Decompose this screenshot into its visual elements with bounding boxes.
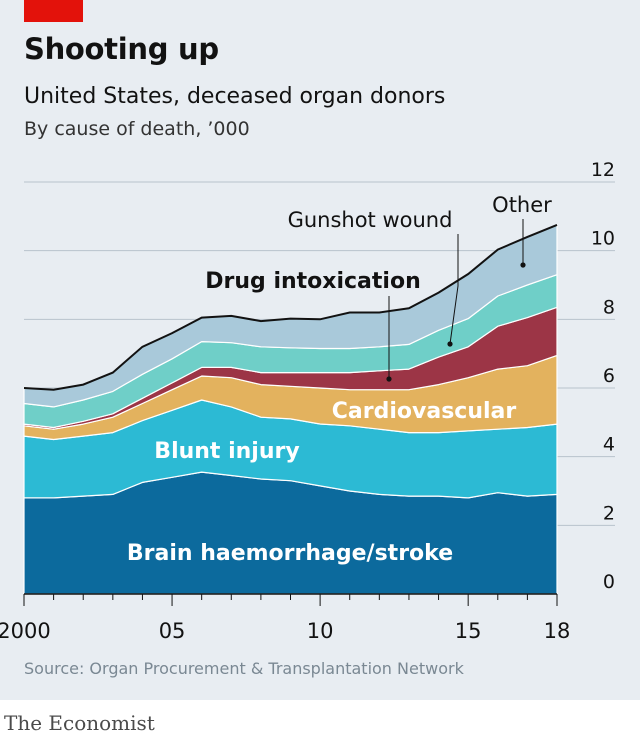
total-line [23, 223, 558, 391]
x-tick-label: 05 [159, 619, 186, 643]
leader-other-dot [520, 262, 526, 268]
label-drug: Drug intoxication [205, 269, 420, 294]
y-tick-label: 6 [603, 365, 615, 387]
label-brain: Brain haemorrhage/stroke [127, 541, 453, 566]
brand-red-tag [24, 0, 83, 22]
y-tick-label: 10 [591, 228, 615, 250]
chart-subtitle: United States, deceased organ donors [24, 84, 446, 109]
x-tick-label: 15 [455, 619, 482, 643]
y-tick-label: 0 [603, 571, 615, 593]
label-blunt: Blunt injury [154, 439, 299, 464]
y-tick-label: 8 [603, 296, 615, 318]
leader-drug-dot [386, 376, 392, 382]
y-tick-label: 2 [603, 502, 615, 524]
x-tick-label: 10 [307, 619, 334, 643]
leader-gunshot-dot [447, 341, 453, 347]
unit-label: By cause of death, ’000 [24, 118, 250, 140]
x-tick-label: 2000 [0, 619, 51, 643]
leader-gunshot [449, 234, 459, 345]
y-tick-label: 12 [591, 159, 615, 181]
chart-title: Shooting up [24, 32, 219, 66]
label-cardio: Cardiovascular [332, 399, 517, 424]
source-note: Source: Organ Procurement & Transplantat… [24, 659, 464, 678]
label-gunshot: Gunshot wound [288, 208, 453, 232]
x-tick-label: 18 [544, 619, 571, 643]
stacked-area-chart: 0 2 4 6 8 10 12 2000 05 10 15 18 Brain haemorrhage/s… [0, 159, 615, 643]
economist-logo: The Economist [4, 711, 155, 735]
y-tick-label: 4 [603, 434, 615, 456]
label-other: Other [492, 193, 552, 217]
